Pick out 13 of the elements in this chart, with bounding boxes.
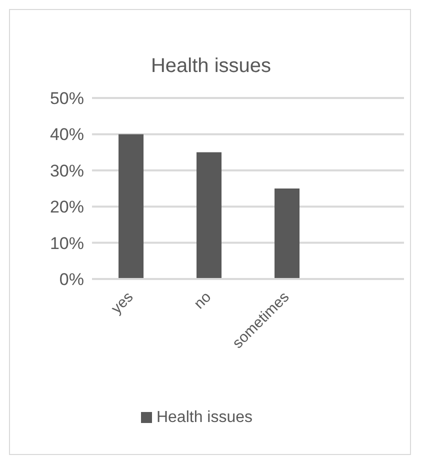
y-tick-label: 50% [50, 89, 84, 108]
legend-label: Health issues [156, 409, 253, 426]
y-tick-label: 20% [50, 198, 84, 217]
y-tick-label: 0% [59, 270, 84, 290]
bar [118, 134, 144, 279]
bar [274, 188, 300, 279]
y-tick-label: 30% [50, 161, 84, 180]
y-tick-label: 10% [50, 234, 84, 253]
chart-title: Health issues [150, 55, 272, 78]
y-tick-label: 40% [50, 125, 84, 144]
bar [196, 152, 222, 279]
x-tick-label: yes [108, 288, 137, 318]
x-tick-label: no [190, 288, 215, 312]
